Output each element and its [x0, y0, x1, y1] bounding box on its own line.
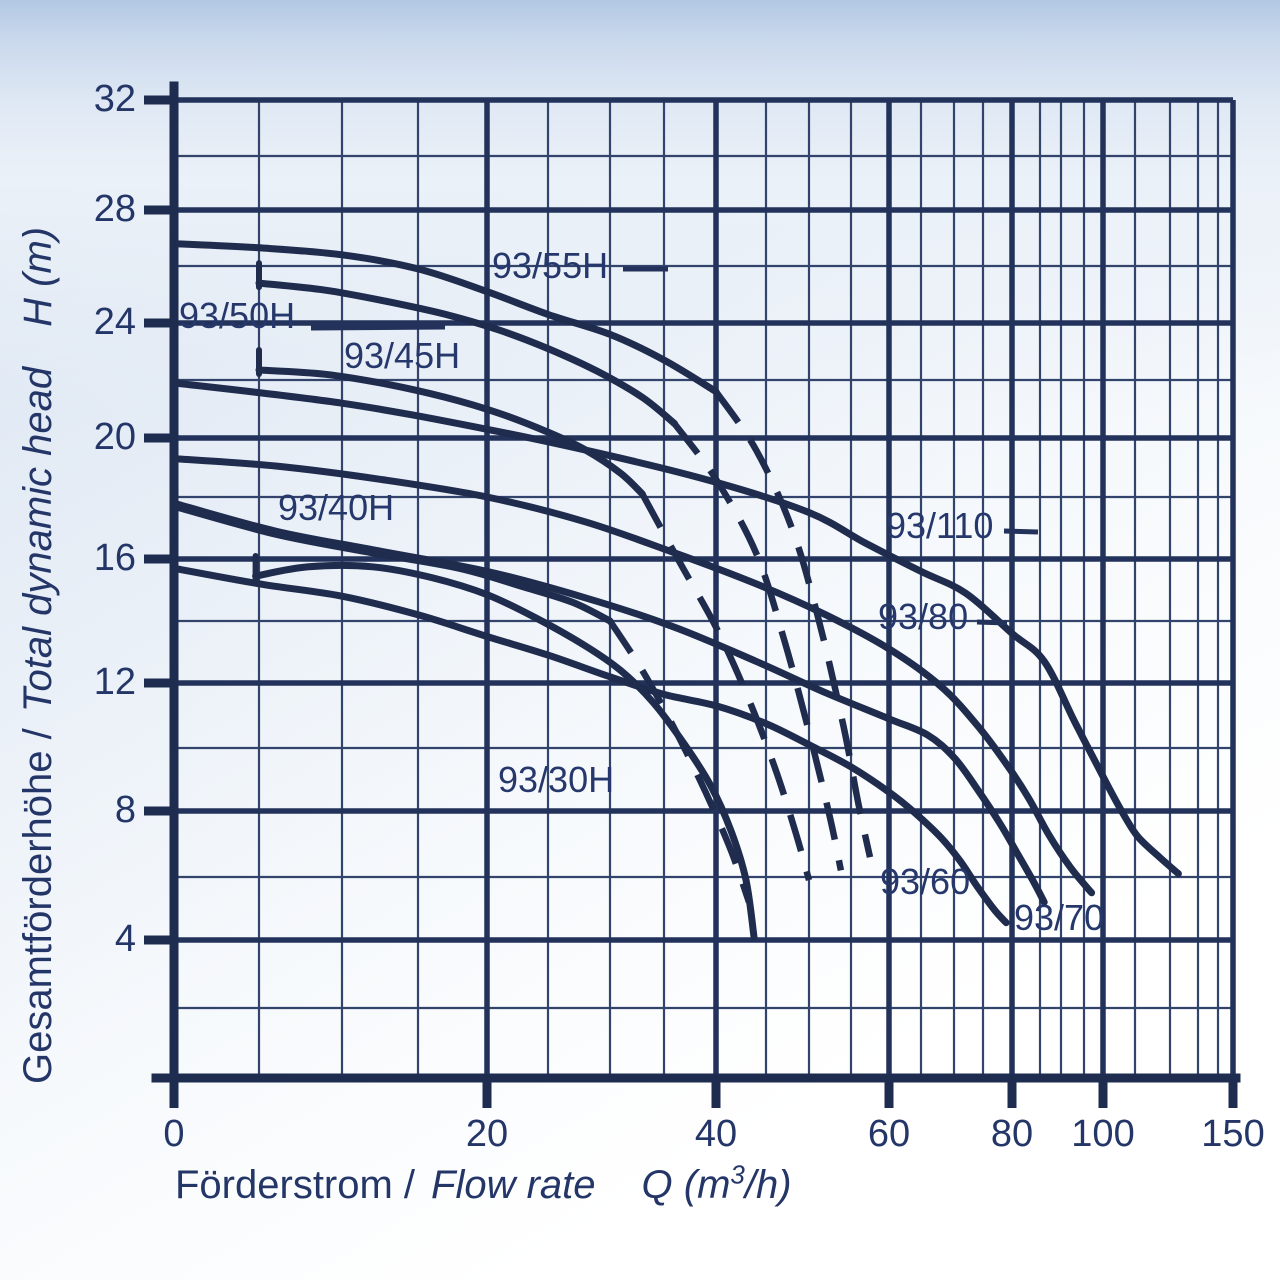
y-axis-title-german: Gesamtförderhöhe /: [16, 728, 60, 1084]
x-tick-label-0: 0: [163, 1113, 185, 1155]
y-axis-title: Gesamtförderhöhe / Total dynamic head H …: [16, 227, 61, 1084]
curve-93/55H: [170, 240, 720, 396]
curve-label-93/110: 93/110: [886, 505, 994, 546]
y-axis-symbol: H (m): [16, 226, 60, 327]
x-tick-label-60: 60: [867, 1113, 911, 1155]
curve-label-93/60: 93/60: [880, 861, 971, 902]
curve-93/110: [170, 379, 1182, 878]
x-tick-label-100: 100: [1071, 1113, 1135, 1155]
x-tick-label-80: 80: [990, 1113, 1034, 1155]
curve-tail-93/40H: [607, 619, 753, 904]
curve-label-93/30H: 93/30H: [498, 759, 615, 800]
x-tick-label-40: 40: [694, 1113, 738, 1155]
label-leader-93/50H: [310, 324, 446, 331]
curve-93/70: [170, 499, 1048, 906]
y-tick-label-20: 20: [93, 416, 136, 459]
curve-tail-93/50H: [671, 421, 845, 872]
curve-label-93/40H: 93/40H: [278, 487, 395, 528]
curve-93/50H: [255, 279, 678, 427]
curve-label-93/80: 93/80: [878, 596, 969, 637]
y-tick-label-4: 4: [114, 918, 136, 961]
x-tick-label-20: 20: [465, 1113, 509, 1155]
curve-93/45H: [255, 366, 646, 498]
curve-label-93/70: 93/70: [1014, 897, 1105, 938]
y-tick-label-32: 32: [93, 78, 136, 121]
x-tick-label-150: 150: [1201, 1113, 1265, 1155]
curve-label-93/50H: 93/50H: [179, 295, 296, 336]
curve-label-93/55H: 93/55H: [492, 245, 609, 286]
curve-93/80: [170, 455, 1096, 897]
y-tick-label-12: 12: [93, 661, 136, 704]
label-leader-93/110: [1003, 528, 1039, 535]
y-tick-label-8: 8: [114, 789, 136, 832]
y-tick-label-16: 16: [93, 537, 136, 580]
x-axis-title: Förderstrom / Flow rate Q (m3/h): [175, 1159, 792, 1208]
curve-tail-93/45H: [639, 492, 813, 881]
x-axis-title-german: Förderstrom /: [175, 1163, 416, 1207]
curve-label-93/45H: 93/45H: [344, 335, 461, 376]
label-leader-93/80: [976, 619, 1008, 626]
x-axis-title-english: Flow rate: [431, 1163, 596, 1207]
y-tick-label-24: 24: [93, 301, 136, 344]
curve-93/60: [170, 564, 1010, 927]
curve-93/30H: [252, 561, 758, 941]
x-axis-symbol: Q (m3/h): [641, 1159, 792, 1207]
y-axis-title-english: Total dynamic head: [16, 366, 60, 713]
curve-tail-93/55H: [713, 389, 874, 858]
y-tick-label-28: 28: [93, 188, 136, 231]
